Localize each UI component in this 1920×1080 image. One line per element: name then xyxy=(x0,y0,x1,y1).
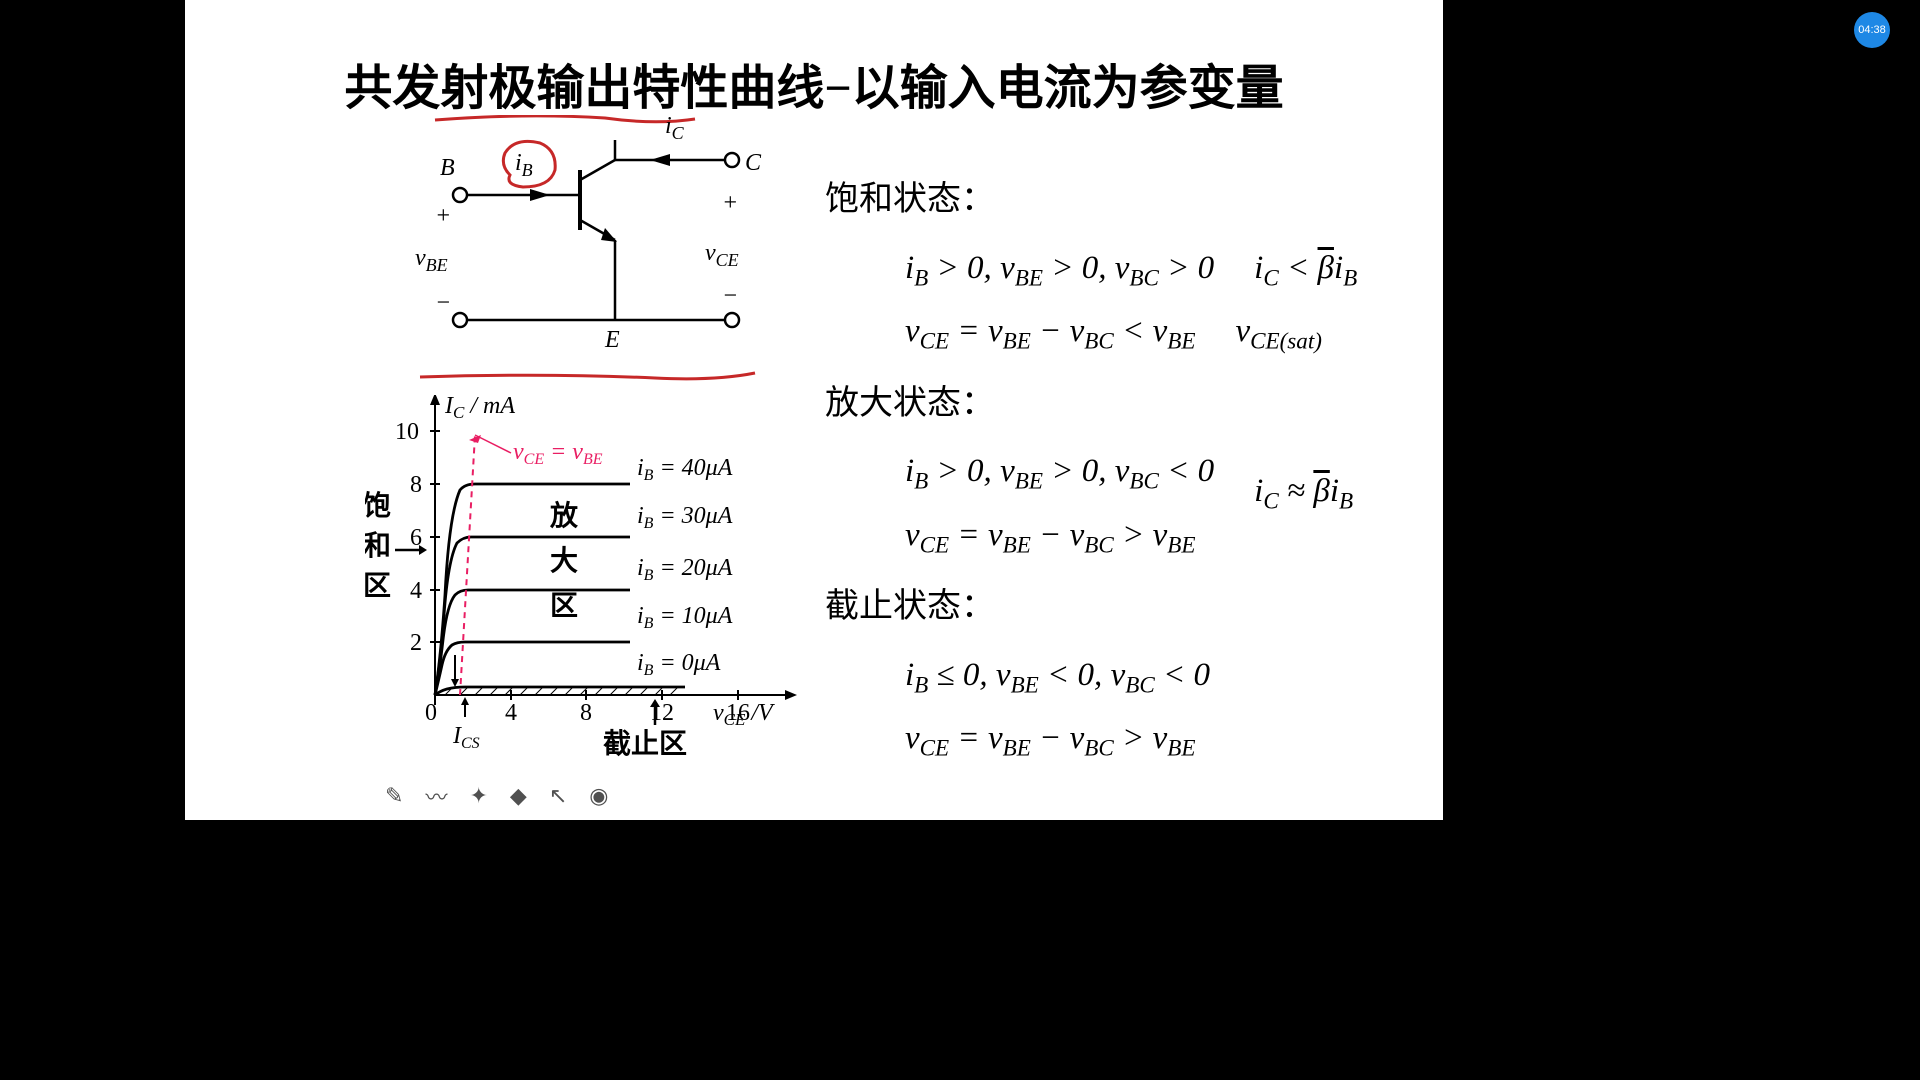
svg-text:8: 8 xyxy=(410,472,422,498)
svg-text:ICS: ICS xyxy=(452,723,480,752)
svg-text:vCE: vCE xyxy=(705,240,739,270)
svg-text:iB = 40μA: iB = 40μA xyxy=(637,455,733,484)
timestamp-badge: 04:38 xyxy=(1854,12,1890,48)
svg-text:4: 4 xyxy=(410,578,422,604)
svg-text:−: − xyxy=(722,283,738,309)
svg-text:4: 4 xyxy=(505,700,517,726)
svg-text:放: 放 xyxy=(549,499,579,532)
svg-text:iB = 10μA: iB = 10μA xyxy=(637,603,733,632)
active-heading: 放大状态： xyxy=(825,372,1465,437)
svg-text:+: + xyxy=(722,190,738,216)
svg-text:C: C xyxy=(745,150,762,176)
svg-text:截止区: 截止区 xyxy=(603,728,687,760)
eraser-icon[interactable]: ◆ xyxy=(510,783,527,809)
svg-text:大: 大 xyxy=(550,545,578,577)
output-characteristic-chart: 2 4 6 8 10 0 4 8 12 16 xyxy=(365,395,805,795)
saturation-heading: 饱和状态： xyxy=(825,168,1465,233)
record-icon[interactable]: ◉ xyxy=(589,783,608,809)
saturation-eq2: vCE = vBE − vBC < vBE vCE(sat) xyxy=(905,300,1465,363)
svg-text:0: 0 xyxy=(425,700,437,726)
svg-text:10: 10 xyxy=(395,419,419,445)
svg-text:B: B xyxy=(440,155,455,181)
svg-text:区: 区 xyxy=(550,591,578,622)
svg-text:vCE = vBE: vCE = vBE xyxy=(513,439,603,468)
svg-text:iB = 20μA: iB = 20μA xyxy=(637,555,733,584)
svg-text:iB = 30μA: iB = 30μA xyxy=(637,503,733,532)
circuit-diagram: iC iB B C E + + − − vBE vCE xyxy=(405,115,765,395)
svg-text:饱: 饱 xyxy=(365,490,391,522)
svg-text:+: + xyxy=(435,203,451,229)
cutoff-eq2: vCE = vBE − vBC > vBE xyxy=(905,707,1465,770)
cutoff-heading: 截止状态： xyxy=(825,575,1465,640)
svg-text:和: 和 xyxy=(365,530,391,562)
page-title: 共发射极输出特性曲线−以输入电流为参变量 xyxy=(185,48,1443,118)
svg-text:−: − xyxy=(435,290,451,316)
pointer-icon[interactable]: ↖ xyxy=(549,783,567,809)
svg-text:E: E xyxy=(604,327,620,353)
cutoff-eq1: iB ≤ 0, vBE < 0, vBC < 0 xyxy=(905,644,1465,707)
annotation-toolbar: ✎ 〰 ✦ ◆ ↖ ◉ xyxy=(385,780,608,812)
svg-text:iB = 0μA: iB = 0μA xyxy=(637,650,721,679)
active-eq1: iB > 0, vBE > 0, vBC < 0 iC ≈ βiB xyxy=(905,440,1465,503)
shape-icon[interactable]: ✦ xyxy=(469,783,487,809)
svg-text:8: 8 xyxy=(580,700,592,726)
svg-text:2: 2 xyxy=(410,630,422,656)
slide-page: 共发射极输出特性曲线−以输入电流为参变量 xyxy=(185,0,1443,820)
active-eq2: vCE = vBE − vBC > vBE xyxy=(905,504,1465,567)
equations-block: 饱和状态： iB > 0, vBE > 0, vBC > 0 iC < βiB … xyxy=(825,160,1465,771)
wave-icon[interactable]: 〰 xyxy=(425,780,447,812)
saturation-eq1: iB > 0, vBE > 0, vBC > 0 iC < βiB xyxy=(905,237,1465,300)
svg-text:IC / mA: IC / mA xyxy=(444,395,515,422)
svg-text:区: 区 xyxy=(365,571,391,602)
svg-text:vBE: vBE xyxy=(415,245,448,275)
pen-icon[interactable]: ✎ xyxy=(385,783,403,809)
svg-text:iB: iB xyxy=(515,150,533,180)
